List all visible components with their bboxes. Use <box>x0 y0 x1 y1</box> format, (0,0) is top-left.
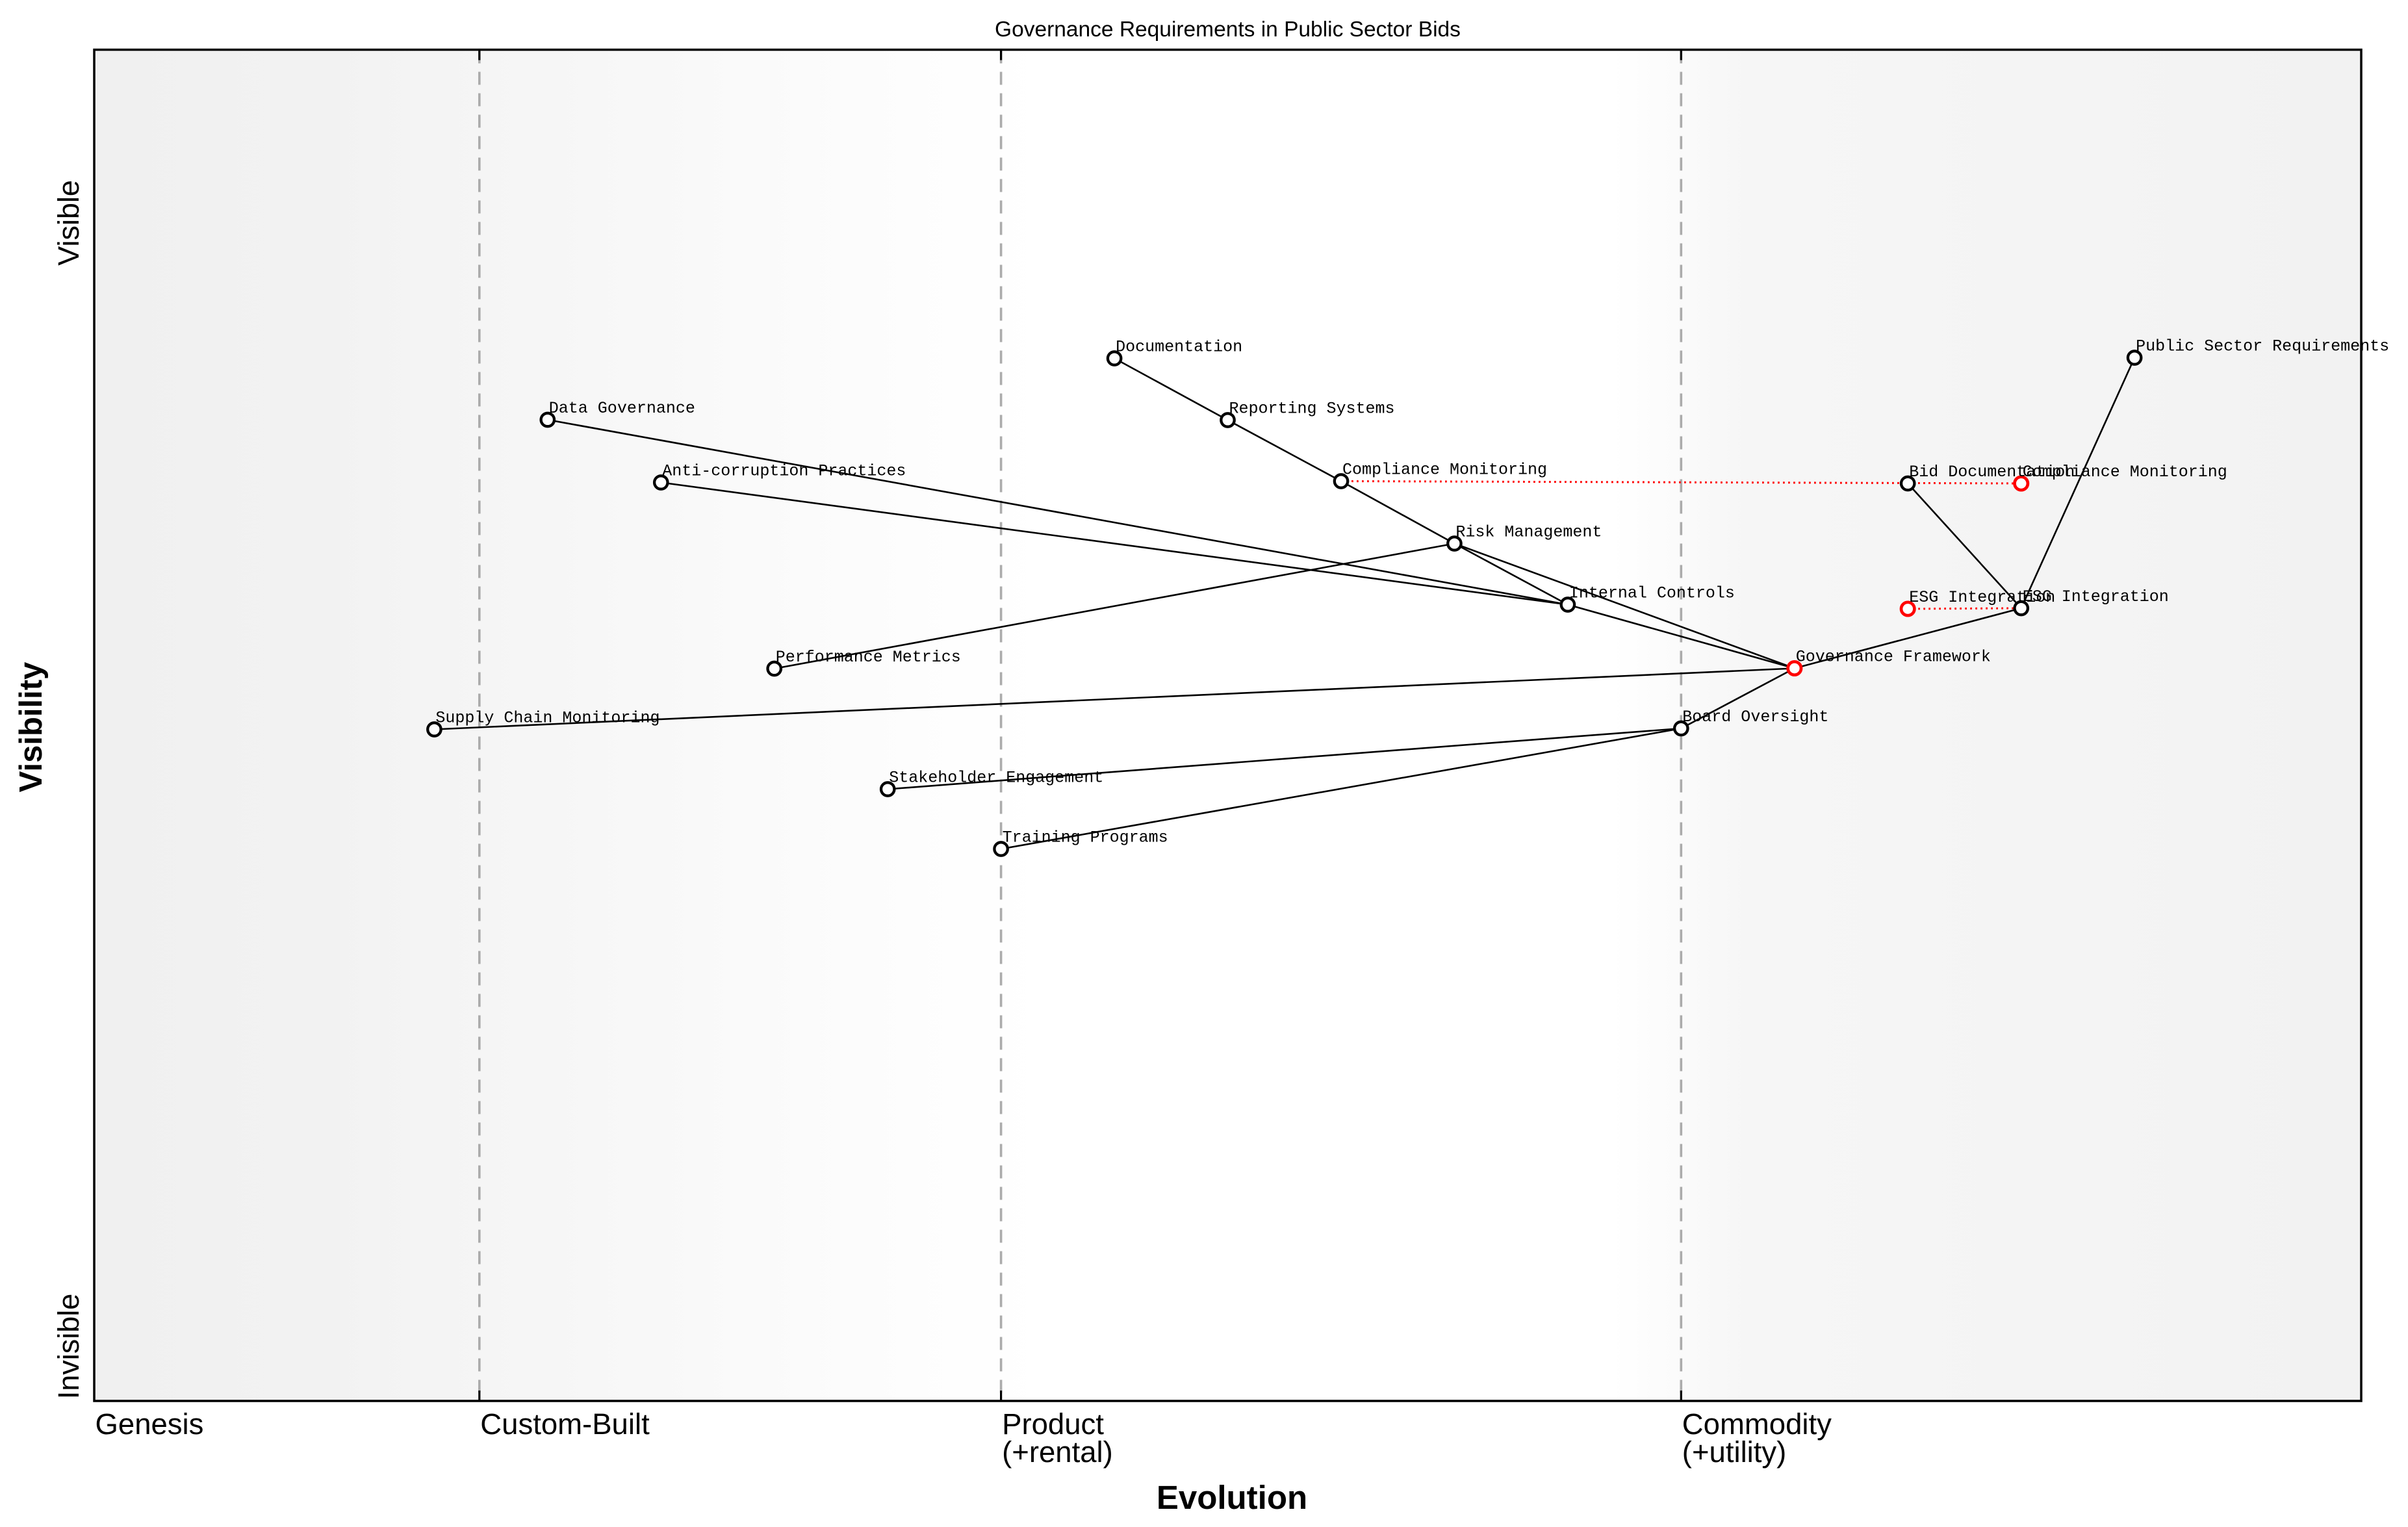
svg-text:Genesis: Genesis <box>96 1407 204 1441</box>
svg-text:Governance Requirements in Pub: Governance Requirements in Public Sector… <box>995 18 1461 42</box>
svg-text:Performance Metrics: Performance Metrics <box>776 648 961 667</box>
svg-text:Risk Management: Risk Management <box>1455 523 1602 542</box>
svg-text:Visibility: Visibility <box>14 662 49 793</box>
svg-text:Custom-Built: Custom-Built <box>480 1407 650 1441</box>
svg-text:Board Oversight: Board Oversight <box>1682 708 1828 726</box>
svg-text:Supply Chain Monitoring: Supply Chain Monitoring <box>435 709 660 728</box>
svg-text:Governance Framework: Governance Framework <box>1796 648 1991 667</box>
svg-text:Anti-corruption Practices: Anti-corruption Practices <box>662 462 906 481</box>
svg-text:Data Governance: Data Governance <box>549 399 695 418</box>
svg-text:Compliance Monitoring: Compliance Monitoring <box>2023 463 2227 481</box>
svg-text:Internal Controls: Internal Controls <box>1569 584 1735 603</box>
svg-text:Stakeholder Engagement: Stakeholder Engagement <box>889 769 1103 788</box>
svg-text:Evolution: Evolution <box>1157 1479 1307 1516</box>
svg-text:(+utility): (+utility) <box>1682 1435 1787 1469</box>
svg-text:Reporting Systems: Reporting Systems <box>1229 400 1395 418</box>
svg-text:ESG Integration: ESG Integration <box>2023 587 2169 606</box>
svg-text:Training Programs: Training Programs <box>1003 828 1168 847</box>
svg-text:Compliance Monitoring: Compliance Monitoring <box>1342 461 1547 480</box>
svg-text:Public Sector Requirements: Public Sector Requirements <box>2136 337 2389 356</box>
svg-text:Documentation: Documentation <box>1116 338 1242 357</box>
svg-text:Commodity: Commodity <box>1682 1407 1832 1441</box>
svg-text:Product: Product <box>1002 1407 1104 1441</box>
svg-text:ESG Integration: ESG Integration <box>1909 588 2055 607</box>
svg-text:Invisible: Invisible <box>52 1294 85 1400</box>
svg-text:Bid Documentation: Bid Documentation <box>1909 463 2075 481</box>
svg-text:Visible: Visible <box>52 180 85 266</box>
svg-text:(+rental): (+rental) <box>1002 1435 1113 1469</box>
